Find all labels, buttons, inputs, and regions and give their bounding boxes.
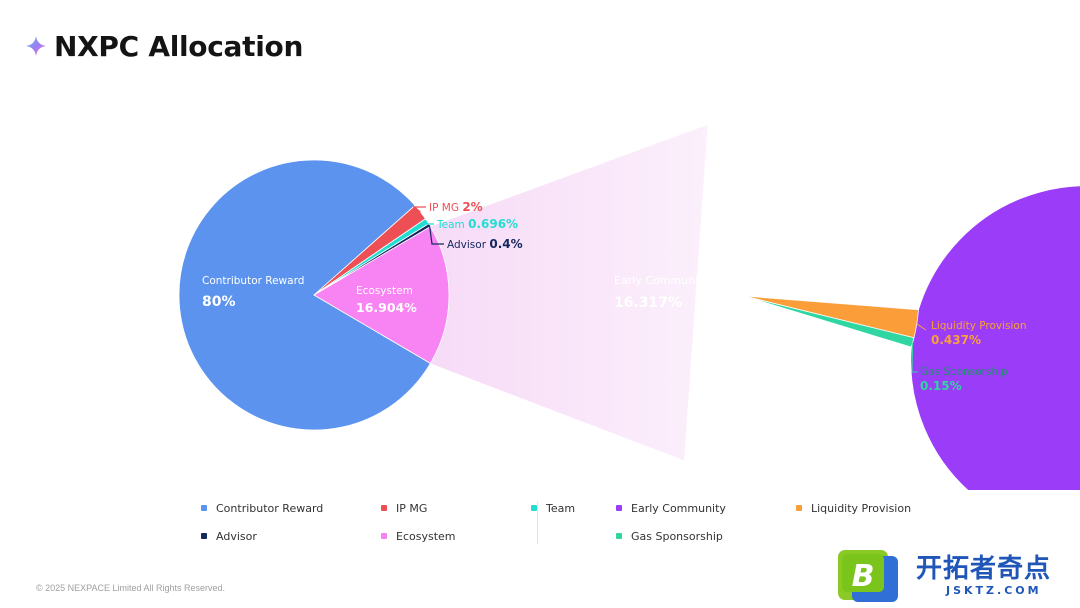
legend-label: Liquidity Provision	[811, 501, 912, 515]
slice-name-early-community: Early Community	[614, 274, 709, 287]
legend-label: Contributor Reward	[216, 501, 324, 515]
leader-line-ip-mg	[412, 206, 426, 213]
svg-text:B: B	[852, 559, 875, 594]
legend-swatch	[381, 505, 387, 511]
legend-item-ecosystem: Ecosystem	[381, 522, 491, 550]
legend-divider	[537, 502, 538, 544]
slice-name-liquidity-provision: Liquidity Provision	[931, 320, 1027, 332]
legend-item-gas-sponsorship: Gas Sponsorship	[616, 522, 756, 550]
legend-label: Advisor	[216, 529, 257, 543]
legend-item-advisor: Advisor	[201, 522, 341, 550]
leader-line-advisor	[428, 225, 444, 245]
page-title: NXPC Allocation	[54, 29, 304, 63]
legend-left: Contributor Reward IP MG Team Advisor Ecosys…	[201, 494, 621, 550]
page-title-block: NXPC Allocation	[26, 26, 303, 66]
slice-value-ecosystem: 16.904%	[356, 300, 417, 315]
legend-right: Early Community Liquidity Provision Gas Sp…	[616, 494, 946, 550]
slice-value-contributor-reward: 80%	[202, 294, 236, 310]
slice-name-gas-sponsorship: Gas Sponsorship	[920, 366, 1008, 378]
legend-swatch	[381, 533, 387, 539]
sparkle-icon	[26, 36, 46, 56]
watermark-text-cn: 开拓者奇点	[916, 554, 1052, 584]
legend-swatch	[796, 505, 802, 511]
pie-slice-ecosystem	[313, 226, 450, 364]
slice-label-ip-mg: IP MG 2%	[429, 200, 483, 214]
leader-line-team	[421, 220, 434, 225]
legend-label: Early Community	[631, 501, 726, 515]
slice-value-gas-sponsorship: 0.15%	[920, 379, 962, 393]
slice-labels: Contributor Reward 80% Ecosystem 16.904% Ear…	[202, 200, 1027, 393]
slice-label-team: Team 0.696%	[436, 217, 518, 231]
legend-item-contributor-reward: Contributor Reward	[201, 494, 341, 522]
slice-label-advisor: Advisor 0.4%	[447, 237, 523, 251]
legend-item-early-community: Early Community	[616, 494, 756, 522]
watermark-logo-icon: B	[838, 550, 898, 602]
slice-value-early-community: 16.317%	[614, 295, 682, 311]
pie-slice-gas-sponsorship	[743, 295, 915, 348]
watermark-text-en: JSKTZ.COM	[946, 584, 1042, 597]
legend-label: IP MG	[396, 501, 428, 515]
pie-left	[178, 159, 450, 431]
legend-item-team: Team	[531, 494, 621, 522]
legend-label: Gas Sponsorship	[631, 529, 723, 543]
legend-swatch	[616, 533, 622, 539]
copyright-footer: © 2025 NEXPACE Limited All Rights Reserv…	[36, 583, 226, 593]
leader-line-gas-sponsorship	[911, 342, 918, 373]
slice-name-contributor-reward: Contributor Reward	[202, 275, 304, 287]
legend-label: Ecosystem	[396, 529, 456, 543]
pie-slice-contributor-reward	[178, 159, 431, 431]
connector-band	[430, 124, 708, 461]
slice-value-liquidity-provision: 0.437%	[931, 333, 981, 347]
legend-swatch	[201, 505, 207, 511]
allocation-chart: Contributor Reward 80% Ecosystem 16.904% Ear…	[178, 124, 1080, 490]
pie-connector-band	[430, 124, 708, 461]
legend-swatch	[201, 533, 207, 539]
slice-name-ecosystem: Ecosystem	[356, 285, 413, 297]
leader-line-liquidity-provision	[916, 323, 927, 331]
legend-label: Team	[546, 501, 576, 515]
watermark: B 开拓者奇点 JSKTZ.COM	[838, 548, 1051, 604]
pie-right	[743, 185, 1080, 490]
legend-item-liquidity-provision: Liquidity Provision	[796, 494, 946, 522]
legend-swatch	[616, 505, 622, 511]
legend-item-ip-mg: IP MG	[381, 494, 491, 522]
legend-swatch	[531, 505, 537, 511]
